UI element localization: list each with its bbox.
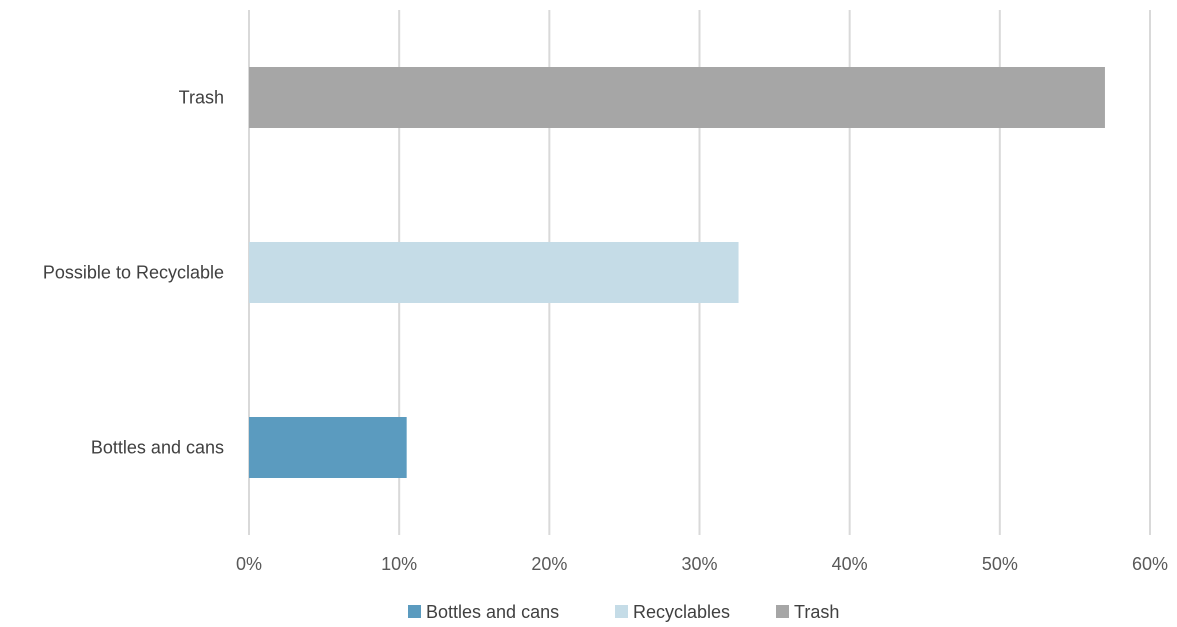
category-labels: Bottles and cans Possible to Recyclable Tr… (43, 88, 224, 458)
x-tick-label: 50% (982, 554, 1018, 574)
legend-item: Bottles and cans (408, 602, 559, 622)
bar-bottles-and-cans (249, 417, 407, 478)
legend-item: Recyclables (615, 602, 730, 622)
x-tick-label: 20% (531, 554, 567, 574)
bars (249, 67, 1105, 478)
legend-swatch (776, 605, 789, 618)
legend-swatch (615, 605, 628, 618)
legend-label: Recyclables (633, 602, 730, 622)
legend: Bottles and cans Recyclables Trash (408, 602, 839, 622)
legend-label: Trash (794, 602, 839, 622)
x-tick-label: 60% (1132, 554, 1168, 574)
bar-trash (249, 67, 1105, 128)
x-tick-label: 40% (832, 554, 868, 574)
category-label: Bottles and cans (91, 438, 224, 458)
x-axis-tick-labels: 0% 10% 20% 30% 40% 50% 60% (236, 554, 1168, 574)
legend-label: Bottles and cans (426, 602, 559, 622)
category-label: Possible to Recyclable (43, 263, 224, 283)
x-tick-label: 30% (681, 554, 717, 574)
category-label: Trash (179, 88, 224, 108)
bar-possible-to-recyclable (249, 242, 739, 303)
legend-item: Trash (776, 602, 839, 622)
x-tick-label: 10% (381, 554, 417, 574)
x-tick-label: 0% (236, 554, 262, 574)
legend-swatch (408, 605, 421, 618)
